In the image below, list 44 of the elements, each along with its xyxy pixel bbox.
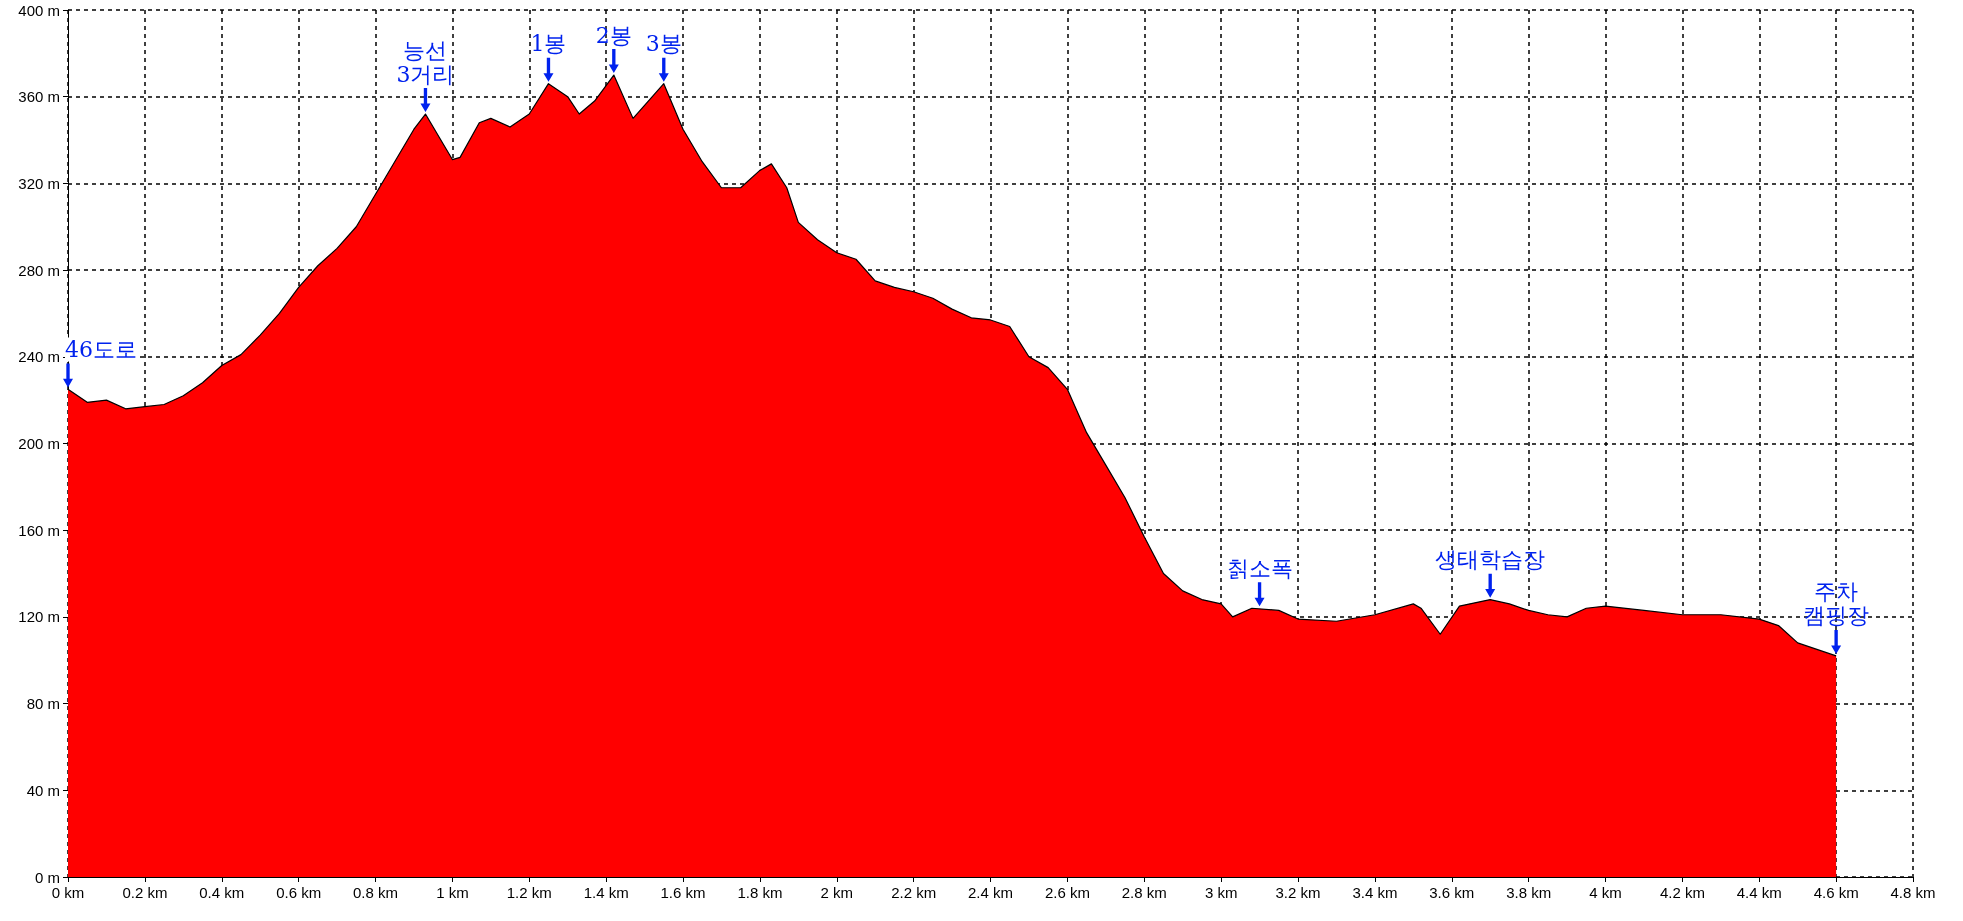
annotation: 주차 캠핑장 [1803, 579, 1870, 629]
x-tick-label: 1.6 km [660, 884, 706, 901]
annotation: 46도로 [65, 336, 137, 362]
y-tick-label: 200 m [18, 435, 60, 452]
x-tick-label: 4 km [1589, 884, 1622, 901]
y-tick-label: 0 m [34, 868, 60, 886]
x-tick-label: 3.6 km [1429, 884, 1475, 901]
x-tick-label: 1.2 km [506, 884, 552, 901]
y-tick-label: 360 m [18, 88, 60, 106]
x-tick-label: 0 km [51, 884, 85, 901]
x-tick-label: 4.8 km [1890, 884, 1936, 901]
y-tick-label: 320 m [18, 174, 60, 192]
x-tick-label: 2.2 km [891, 884, 937, 901]
x-tick-label: 2.8 km [1121, 884, 1167, 901]
y-tick-label: 160 m [18, 521, 60, 539]
y-tick-label: 400 m [18, 1, 60, 19]
annotation: 생태학습장 [1435, 547, 1546, 573]
x-tick-label: 3 km [1204, 884, 1238, 901]
x-tick-label: 3.4 km [1352, 884, 1398, 901]
x-tick-label: 0.6 km [276, 884, 322, 901]
y-tick-label: 120 m [18, 608, 60, 626]
x-tick-label: 1.4 km [583, 884, 629, 901]
annotation: 2봉 [595, 22, 632, 48]
x-tick-label: 2 km [820, 884, 854, 901]
x-tick-label: 1.8 km [737, 884, 783, 901]
x-tick-label: 3.8 km [1506, 884, 1552, 901]
x-tick-label: 4.6 km [1813, 884, 1859, 901]
annotation: 3봉 [645, 31, 682, 57]
x-tick-label: 2.6 km [1044, 884, 1090, 901]
x-tick-label: 0.4 km [199, 884, 245, 901]
x-tick-label: 3.2 km [1275, 884, 1321, 901]
y-tick-label: 280 m [18, 261, 60, 279]
x-tick-label: 1 km [436, 884, 469, 901]
y-tick-label: 240 m [18, 348, 60, 366]
annotation: 능선 3거리 [396, 37, 455, 87]
x-tick-label: 0.8 km [352, 884, 399, 901]
x-tick-label: 0.2 km [122, 884, 168, 901]
annotation: 1봉 [530, 31, 567, 57]
annotation: 칡소폭 [1226, 555, 1293, 581]
y-tick-label: 40 m [26, 781, 60, 799]
y-tick-label: 80 m [26, 695, 60, 713]
x-tick-label: 4.4 km [1736, 884, 1782, 901]
x-tick-label: 2.4 km [967, 884, 1014, 901]
x-tick-label: 4.2 km [1659, 884, 1705, 901]
